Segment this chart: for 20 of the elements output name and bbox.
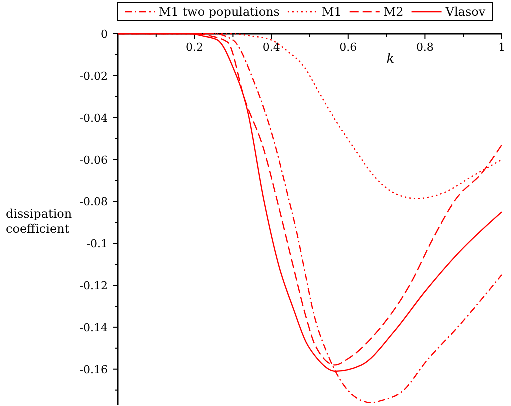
legend-label: M2 [384, 5, 404, 19]
y-tick-label: -0.06 [80, 154, 108, 167]
y-tick-label: -0.08 [80, 196, 108, 209]
x-tick-label: 1 [498, 41, 506, 54]
y-tick-label: -0.02 [80, 70, 108, 83]
x-tick-label: 0.6 [340, 41, 358, 54]
y-tick-label: -0.04 [80, 112, 108, 125]
y-tick-label: -0.14 [80, 321, 108, 334]
x-axis-title: k [386, 52, 395, 67]
y-axis-title: dissipation coefficient [6, 207, 72, 236]
y-tick-label: 0 [101, 28, 108, 41]
legend-label: Vlasov [444, 5, 486, 19]
y-tick-label: -0.16 [80, 363, 108, 376]
legend-label: M1 [322, 5, 342, 19]
x-tick-label: 0.2 [186, 41, 204, 54]
legend-label: M1 two populations [159, 5, 280, 19]
x-tick-label: 0.8 [416, 41, 434, 54]
y-tick-label: -0.12 [80, 280, 108, 293]
y-tick-label: -0.1 [86, 238, 108, 251]
x-tick-label: 0.4 [262, 41, 280, 54]
